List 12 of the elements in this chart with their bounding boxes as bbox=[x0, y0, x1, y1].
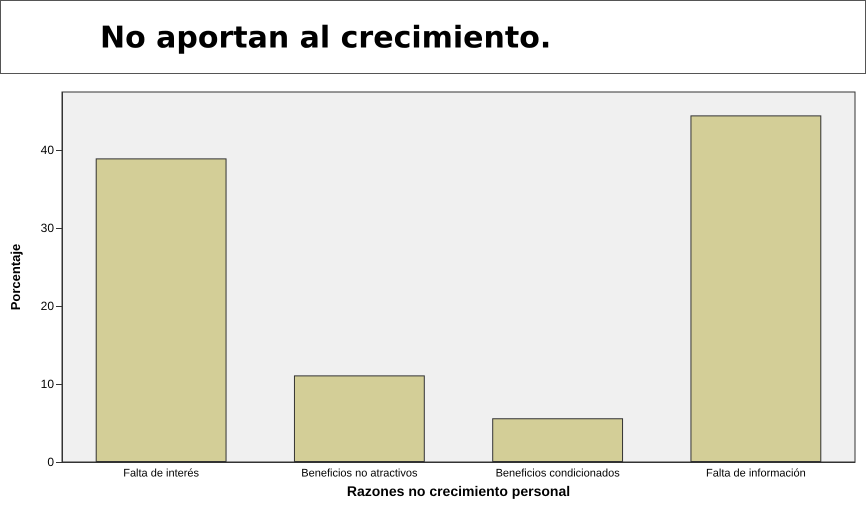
x-tick-label: Beneficios no atractivos bbox=[301, 468, 418, 480]
x-tick-label: Beneficios condicionados bbox=[496, 468, 620, 480]
chart-title: No aportan al crecimiento. bbox=[100, 20, 552, 56]
x-tick-label: Falta de interés bbox=[123, 468, 200, 480]
y-tick-label: 20 bbox=[40, 298, 54, 313]
y-tick-label: 30 bbox=[40, 220, 54, 235]
y-axis-title: Porcentaje bbox=[8, 244, 23, 310]
y-tick-label: 10 bbox=[40, 376, 54, 391]
y-tick-label: 40 bbox=[40, 142, 54, 157]
x-axis-title: Razones no crecimiento personal bbox=[346, 483, 570, 499]
y-tick-label: 0 bbox=[47, 455, 54, 469]
x-tick-label: Falta de información bbox=[706, 468, 806, 480]
